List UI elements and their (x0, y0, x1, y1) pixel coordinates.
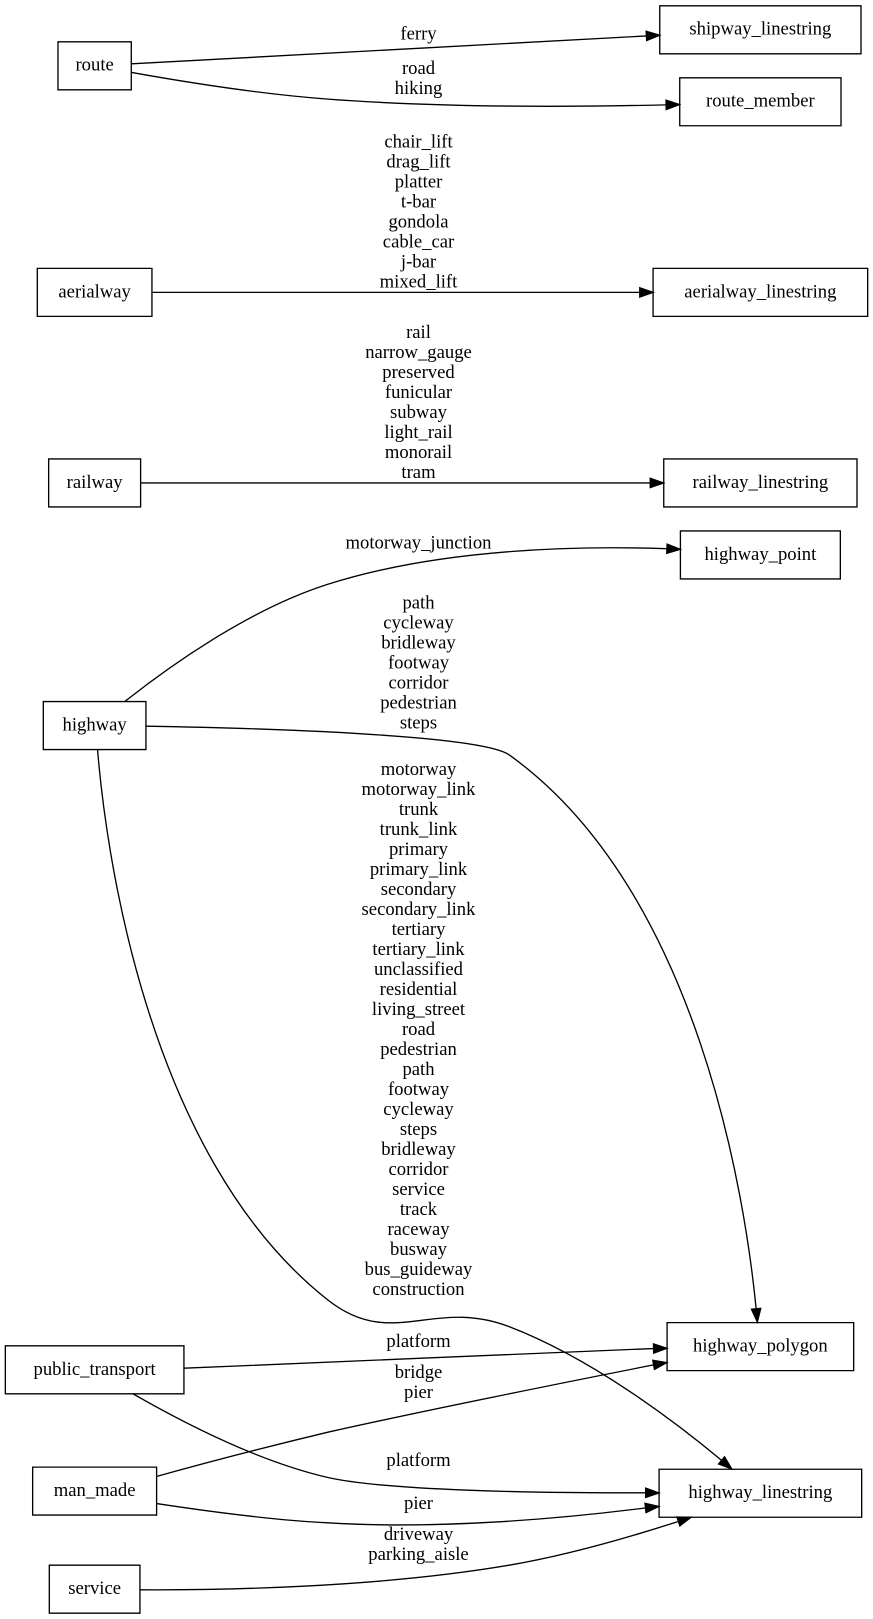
svg-text:cable_car: cable_car (383, 231, 455, 252)
svg-text:pedestrian: pedestrian (380, 692, 457, 713)
svg-text:highway_point: highway_point (704, 544, 817, 565)
svg-text:ferry: ferry (400, 23, 437, 44)
svg-text:drag_lift: drag_lift (386, 151, 451, 172)
svg-text:subway: subway (390, 402, 448, 423)
svg-text:busway: busway (390, 1239, 448, 1260)
svg-text:preserved: preserved (382, 362, 455, 383)
svg-text:trunk: trunk (399, 799, 439, 820)
svg-text:pedestrian: pedestrian (380, 1039, 457, 1060)
svg-text:track: track (400, 1199, 438, 1220)
svg-text:funicular: funicular (385, 382, 453, 403)
svg-text:aerialway_linestring: aerialway_linestring (684, 281, 836, 302)
svg-text:living_street: living_street (372, 999, 466, 1020)
svg-text:highway_polygon: highway_polygon (693, 1336, 828, 1357)
svg-text:bridleway: bridleway (381, 1139, 456, 1160)
svg-text:railway_linestring: railway_linestring (693, 472, 829, 493)
svg-text:j-bar: j-bar (400, 251, 437, 272)
svg-text:footway: footway (388, 652, 450, 673)
svg-text:tram: tram (401, 462, 436, 483)
svg-text:parking_aisle: parking_aisle (368, 1544, 468, 1565)
svg-text:path: path (402, 593, 435, 614)
svg-text:public_transport: public_transport (34, 1359, 157, 1380)
svg-text:construction: construction (372, 1279, 465, 1300)
svg-text:tertiary_link: tertiary_link (372, 939, 465, 960)
svg-text:driveway: driveway (384, 1524, 454, 1545)
svg-text:secondary_link: secondary_link (362, 899, 477, 920)
svg-text:chair_lift: chair_lift (384, 131, 453, 152)
svg-text:pier: pier (404, 1382, 434, 1403)
svg-text:unclassified: unclassified (374, 959, 464, 980)
svg-text:motorway_link: motorway_link (362, 779, 477, 800)
svg-text:bus_guideway: bus_guideway (365, 1259, 473, 1280)
svg-text:rail: rail (406, 322, 431, 343)
svg-text:aerialway: aerialway (58, 281, 131, 302)
svg-text:tertiary: tertiary (392, 919, 446, 940)
svg-text:residential: residential (380, 979, 458, 1000)
svg-text:road: road (402, 1019, 436, 1040)
svg-text:corridor: corridor (388, 672, 449, 693)
svg-text:service: service (392, 1179, 445, 1200)
svg-text:raceway: raceway (387, 1219, 450, 1240)
svg-text:platter: platter (395, 171, 443, 192)
svg-text:steps: steps (400, 712, 437, 733)
svg-text:pier: pier (404, 1493, 434, 1514)
svg-text:bridleway: bridleway (381, 632, 456, 653)
svg-text:service: service (68, 1578, 121, 1599)
svg-text:monorail: monorail (385, 442, 452, 463)
svg-text:mixed_lift: mixed_lift (380, 271, 458, 292)
svg-text:primary_link: primary_link (370, 859, 468, 880)
svg-text:route: route (75, 55, 113, 76)
svg-text:road: road (402, 58, 436, 79)
svg-text:corridor: corridor (388, 1159, 449, 1180)
svg-text:platform: platform (386, 1331, 451, 1352)
svg-text:footway: footway (388, 1079, 450, 1100)
svg-text:hiking: hiking (395, 78, 443, 99)
svg-text:railway: railway (67, 472, 124, 493)
svg-text:cycleway: cycleway (383, 1099, 454, 1120)
svg-text:motorway: motorway (381, 759, 457, 780)
svg-text:shipway_linestring: shipway_linestring (689, 19, 831, 40)
svg-text:trunk_link: trunk_link (380, 819, 458, 840)
svg-text:gondola: gondola (388, 211, 449, 232)
svg-text:platform: platform (386, 1450, 451, 1471)
svg-text:light_rail: light_rail (384, 422, 452, 443)
svg-text:primary: primary (389, 839, 449, 860)
svg-text:path: path (402, 1059, 435, 1080)
svg-text:route_member: route_member (706, 91, 815, 112)
svg-text:man_made: man_made (54, 1480, 136, 1501)
svg-text:narrow_gauge: narrow_gauge (365, 342, 472, 363)
svg-text:highway: highway (63, 714, 128, 735)
svg-text:cycleway: cycleway (383, 613, 454, 634)
svg-text:motorway_junction: motorway_junction (346, 533, 493, 554)
svg-text:t-bar: t-bar (401, 191, 437, 212)
svg-text:steps: steps (400, 1119, 437, 1140)
svg-text:bridge: bridge (395, 1362, 443, 1383)
svg-text:highway_linestring: highway_linestring (688, 1482, 832, 1503)
svg-text:secondary: secondary (381, 879, 457, 900)
